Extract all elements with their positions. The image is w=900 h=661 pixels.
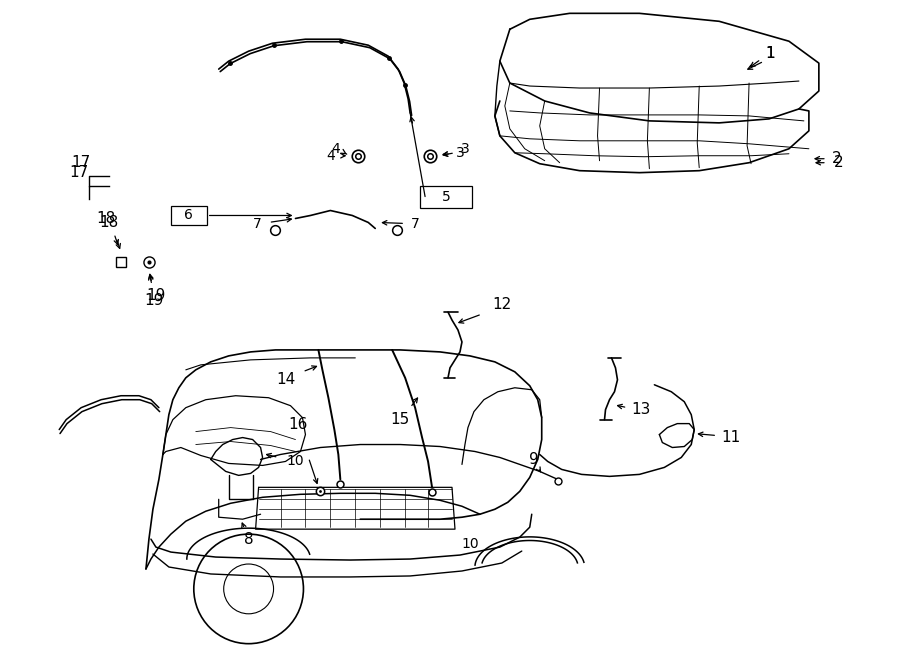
Text: 11: 11 (722, 430, 741, 445)
Text: 17: 17 (71, 155, 91, 171)
Text: 14: 14 (276, 372, 295, 387)
Bar (420, 186, 472, 208)
Text: 6: 6 (184, 208, 194, 223)
Text: 1: 1 (765, 46, 775, 61)
Text: 12: 12 (492, 297, 511, 311)
Text: 19: 19 (146, 288, 166, 303)
Text: 15: 15 (391, 412, 410, 427)
Text: 13: 13 (632, 402, 651, 417)
Text: 10: 10 (461, 537, 479, 551)
Text: 17: 17 (69, 165, 89, 180)
Bar (171, 206, 207, 225)
Text: 8: 8 (244, 531, 254, 547)
Text: 7: 7 (253, 217, 262, 231)
Text: 18: 18 (99, 215, 119, 230)
Text: 1: 1 (765, 46, 775, 61)
Text: 10: 10 (287, 455, 304, 469)
Text: 9: 9 (529, 452, 538, 467)
Text: 2: 2 (832, 151, 842, 166)
Text: 4: 4 (331, 141, 339, 156)
Text: 2: 2 (834, 155, 843, 171)
Text: 7: 7 (410, 217, 419, 231)
Text: 5: 5 (442, 190, 450, 204)
Text: 16: 16 (289, 417, 308, 432)
Text: 19: 19 (144, 293, 164, 307)
Text: 3: 3 (461, 141, 469, 156)
Text: 4: 4 (326, 149, 335, 163)
Text: 3: 3 (455, 145, 464, 160)
Text: 18: 18 (96, 211, 116, 226)
